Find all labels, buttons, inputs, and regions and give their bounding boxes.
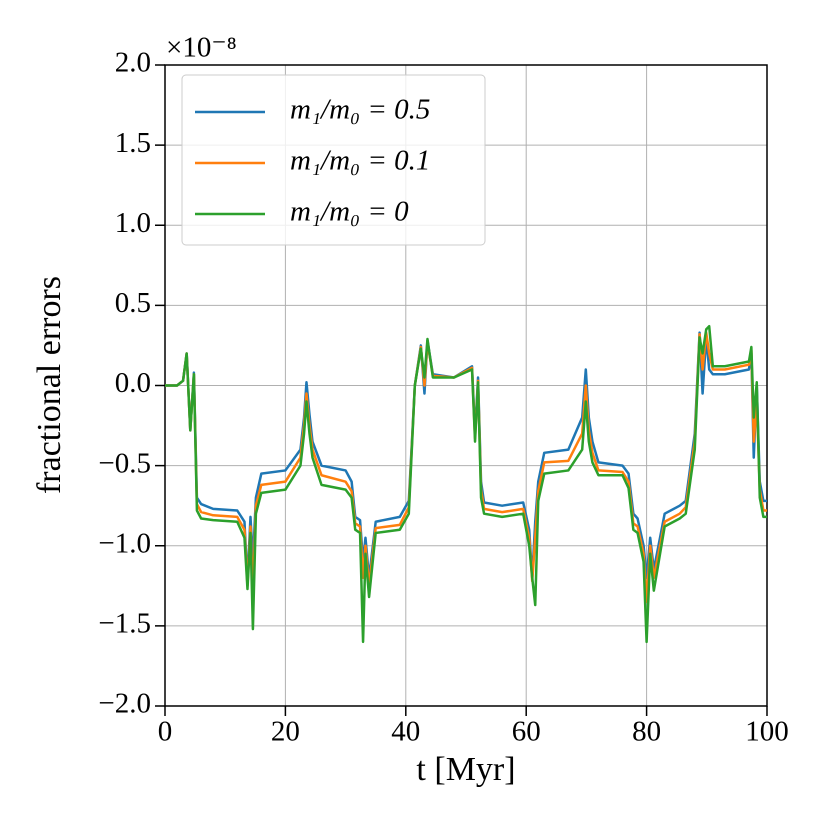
legend-label: m₁/m₀ = 0.5 — [290, 94, 430, 126]
legend-label: m₁/m₀ = 0 — [290, 196, 409, 228]
y-tick-label: 0.5 — [115, 287, 151, 319]
x-tick-label: 20 — [271, 716, 300, 748]
y-tick-label: 2.0 — [115, 47, 151, 79]
y-tick-label: −1.0 — [98, 527, 151, 559]
legend-label: m₁/m₀ = 0.1 — [290, 145, 430, 177]
y-tick-label: −1.5 — [98, 608, 151, 640]
x-tick-label: 60 — [512, 716, 541, 748]
y-tick-label: 1.0 — [115, 207, 151, 239]
x-tick-label: 0 — [158, 716, 173, 748]
y-tick-label: −0.5 — [98, 447, 151, 479]
y-tick-label: 0.0 — [115, 367, 151, 399]
legend-box — [181, 74, 486, 246]
x-tick-label: 80 — [632, 716, 661, 748]
y-tick-label: 1.5 — [115, 127, 151, 159]
y-axis-label: fractional errors — [31, 276, 68, 494]
x-tick-label: 100 — [745, 716, 789, 748]
x-axis-label: t [Myr] — [416, 751, 515, 788]
y-offset-label: ×10⁻⁸ — [166, 32, 237, 64]
x-tick-label: 40 — [391, 716, 420, 748]
y-tick-label: −2.0 — [98, 688, 151, 720]
series-line — [165, 324, 767, 644]
